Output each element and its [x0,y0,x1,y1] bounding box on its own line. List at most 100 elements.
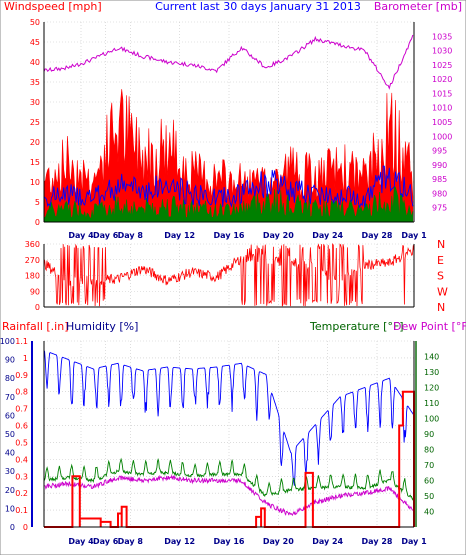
x-tick-label: Day 4 [68,537,94,546]
humidity-tick-label: 70 [5,393,15,402]
temperature-tick-label: 70 [424,461,434,470]
humidity-tick-label: 90 [5,356,15,365]
humidity-tick-label: 40 [5,449,15,458]
temperature-tick-label: 50 [424,492,434,501]
wind-tick-label: 20 [30,138,40,147]
x-tick-label: Day 12 [164,537,195,546]
x-tick-label: Day 8 [118,231,144,240]
x-tick-label: Day 4 [68,231,94,240]
x-tick-label: Day 20 [263,231,294,240]
barometer-tick-label: 1000 [432,132,452,141]
temperature-tick-label: 40 [424,508,434,517]
barometer-tick-label: 1035 [432,32,452,41]
compass-label: S [437,270,444,283]
temperature-tick-label: 120 [424,384,439,393]
x-tick-label: Day 8 [118,537,144,546]
temperature-tick-label: 130 [424,368,439,377]
rainfall-tick-label: 0 [23,523,28,532]
barometer-title: Barometer [mb] [374,0,462,13]
temperature-tick-label: 100 [424,415,439,424]
humidity-tick-label: 30 [5,467,15,476]
humidity-tick-label: 10 [5,504,15,513]
x-tick-label: Day 20 [263,537,294,546]
x-tick-label: Day 24 [312,231,343,240]
temperature-tick-label: 60 [424,477,434,486]
barometer-tick-label: 1010 [432,104,452,113]
wind-tick-label: 40 [30,58,40,67]
compass-label: W [437,285,448,298]
x-tick-label: Day 28 [362,231,393,240]
wind-tick-label: 30 [30,98,40,107]
barometer-tick-label: 995 [432,147,447,156]
rainfall-tick-label: 0.9 [15,371,28,380]
humidity-tick-label: 100 [0,337,15,346]
wind-tick-label: 50 [30,18,40,27]
wind-tick-label: 5 [35,198,40,207]
wind-direction-line [43,242,415,307]
temperature-tick-label: 80 [424,446,434,455]
barometer-line [43,34,414,90]
humidity-tick-label: 80 [5,374,15,383]
windspeed-title: Windspeed [mph] [4,0,102,13]
barometer-tick-label: 985 [432,175,447,184]
direction-tick-label: 270 [25,256,40,265]
wind-tick-label: 25 [30,118,40,127]
windspeed-low-area [43,184,414,223]
x-tick-label: Day 1 [401,537,427,546]
tick-labels: 0510152025303540455097598098599099510001… [0,18,452,546]
x-tick-label: Day 6 [93,537,119,546]
direction-tick-label: 180 [25,272,40,281]
compass-label: N [437,301,445,314]
humidity-tick-label: 60 [5,411,15,420]
x-tick-label: Day 16 [214,537,245,546]
rainfall-tick-label: 0.7 [15,405,28,414]
panel2-series [43,242,415,307]
dewpoint-title: Dew Point [°F] [393,320,466,333]
rainfall-tick-label: 1 [23,354,28,363]
rainfall-tick-label: 0.3 [15,472,28,481]
humidity-tick-label: 50 [5,430,15,439]
wind-tick-label: 15 [30,158,40,167]
direction-tick-label: 90 [30,287,40,296]
direction-tick-label: 360 [25,240,40,249]
x-tick-label: Day 28 [362,537,393,546]
rainfall-tick-label: 0.8 [15,388,28,397]
x-tick-label: Day 24 [312,537,343,546]
barometer-tick-label: 1015 [432,89,452,98]
humidity-title: Humidity [%] [66,320,138,333]
rainfall-tick-label: 0.5 [15,438,28,447]
compass-label: N [437,238,445,251]
temperature-tick-label: 110 [424,399,439,408]
temperature-title: Temperature [°F] [309,320,404,333]
barometer-tick-label: 975 [432,204,447,213]
barometer-tick-label: 1020 [432,75,452,84]
temperature-tick-label: 140 [424,353,439,362]
x-tick-label: Day 6 [93,231,119,240]
chart-title: Current last 30 days January 31 2013 [155,0,361,13]
rainfall-tick-label: 0.1 [15,506,28,515]
barometer-tick-label: 1030 [432,47,452,56]
direction-tick-label: 0 [35,303,40,312]
rainfall-tick-label: 0.4 [15,455,28,464]
rainfall-tick-label: 1.1 [15,337,28,346]
rainfall-title: Rainfall [.in] [2,320,69,333]
wind-tick-label: 45 [30,38,40,47]
barometer-tick-label: 990 [432,161,447,170]
panel1-series [43,34,414,223]
rainfall-tick-label: 0.2 [15,489,28,498]
dewpoint-line [44,473,414,517]
axes [31,22,417,528]
humidity-tick-label: 20 [5,486,15,495]
wind-tick-label: 0 [35,218,40,227]
humidity-tick-label: 0 [10,523,15,532]
windspeed-average-line [43,165,414,209]
temperature-line [43,457,414,501]
x-tick-label: Day 1 [401,231,427,240]
wind-tick-label: 35 [30,78,40,87]
humidity-line [43,350,414,486]
barometer-tick-label: 1025 [432,61,452,70]
compass-label: E [437,254,444,267]
wind-tick-label: 10 [30,178,40,187]
